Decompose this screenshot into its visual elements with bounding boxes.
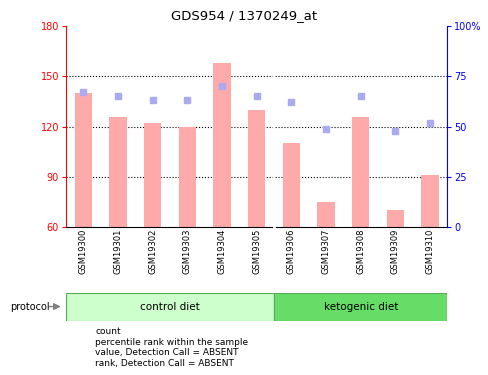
- Text: GSM19309: GSM19309: [390, 229, 399, 274]
- Text: count: count: [95, 327, 121, 336]
- Text: GSM19304: GSM19304: [217, 229, 226, 274]
- Bar: [109, 117, 126, 227]
- Text: GSM19301: GSM19301: [113, 229, 122, 274]
- Bar: [66, 292, 273, 321]
- Text: GSM19310: GSM19310: [425, 229, 434, 274]
- Text: protocol: protocol: [10, 302, 49, 312]
- Bar: [421, 175, 438, 227]
- Text: value, Detection Call = ABSENT: value, Detection Call = ABSENT: [95, 348, 238, 357]
- Text: GDS954 / 1370249_at: GDS954 / 1370249_at: [171, 9, 317, 22]
- Text: ketogenic diet: ketogenic diet: [323, 302, 397, 312]
- Text: rank, Detection Call = ABSENT: rank, Detection Call = ABSENT: [95, 359, 234, 368]
- Bar: [144, 123, 161, 227]
- Text: GSM19308: GSM19308: [356, 229, 365, 274]
- Bar: [178, 127, 196, 227]
- Text: GSM19305: GSM19305: [252, 229, 261, 274]
- Bar: [282, 143, 300, 227]
- Bar: [247, 110, 265, 227]
- Bar: [213, 63, 230, 227]
- Bar: [386, 210, 403, 227]
- Bar: [273, 292, 447, 321]
- Text: control diet: control diet: [140, 302, 200, 312]
- Text: GSM19302: GSM19302: [148, 229, 157, 274]
- Bar: [351, 117, 368, 227]
- Text: GSM19307: GSM19307: [321, 229, 330, 274]
- Text: percentile rank within the sample: percentile rank within the sample: [95, 338, 248, 347]
- Text: GSM19300: GSM19300: [79, 229, 88, 274]
- Text: GSM19303: GSM19303: [183, 229, 191, 274]
- Bar: [75, 93, 92, 227]
- Text: GSM19306: GSM19306: [286, 229, 295, 274]
- Bar: [317, 202, 334, 227]
